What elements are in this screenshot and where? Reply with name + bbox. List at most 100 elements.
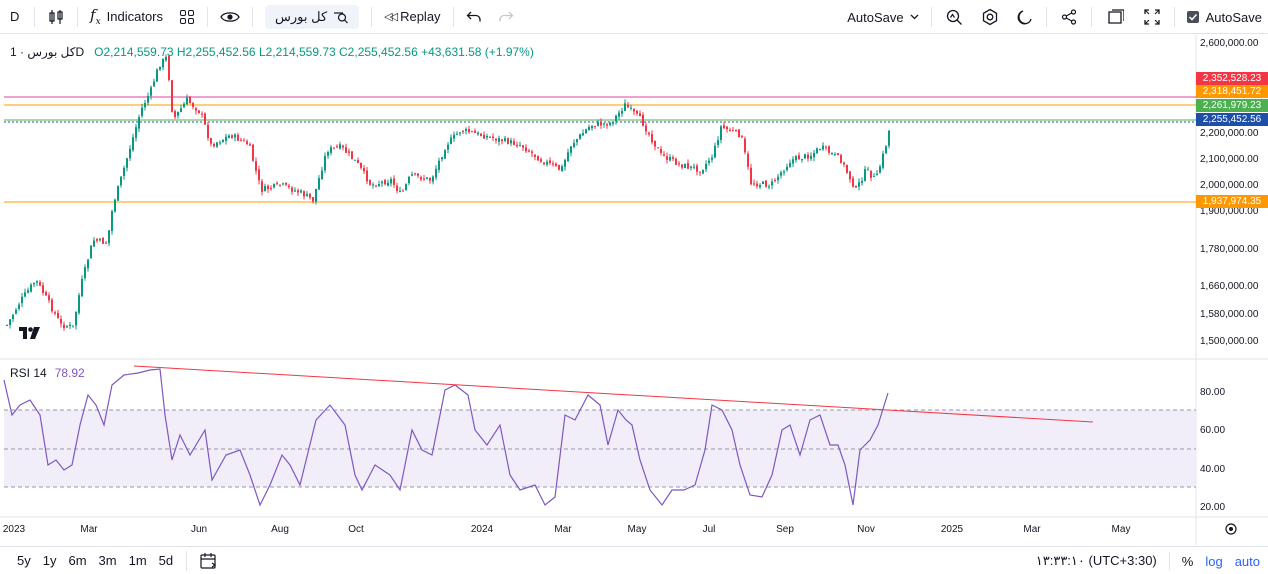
- candle-body: [609, 122, 611, 125]
- range-button-5d[interactable]: 5d: [158, 553, 174, 568]
- candle-body: [342, 145, 344, 148]
- legend-symbol[interactable]: کل بورس · 1D: [10, 45, 85, 59]
- candle-body: [840, 155, 842, 163]
- candle-body: [102, 237, 104, 244]
- candle-body: [453, 134, 455, 139]
- visibility-button[interactable]: [212, 0, 248, 34]
- range-button-1y[interactable]: 1y: [42, 553, 57, 568]
- candle-body: [90, 245, 92, 259]
- settings-button[interactable]: [972, 0, 1008, 34]
- candle-body: [450, 137, 452, 144]
- candle-body: [744, 138, 746, 153]
- indicators-button[interactable]: fx Indicators: [82, 0, 171, 34]
- candle-body: [405, 184, 407, 191]
- candle-body: [414, 173, 416, 175]
- candle-body: [168, 55, 170, 80]
- candle-body: [660, 149, 662, 154]
- autosave-toggle[interactable]: AutoSave: [1179, 0, 1268, 34]
- candle-body: [132, 137, 134, 151]
- candle-body: [219, 142, 221, 144]
- undo-button[interactable]: [458, 0, 490, 34]
- toolbar-divider: [930, 7, 932, 27]
- candle-body: [357, 159, 359, 163]
- share-button[interactable]: [1051, 0, 1087, 34]
- candle-body: [477, 132, 479, 135]
- indicators-label: Indicators: [106, 9, 164, 24]
- bottom-bar: 5y 1y 6m 3m 1m 5d ۱۳:۳۳:۱۰ (UTC+3:30) % log a…: [0, 546, 1268, 574]
- candle-body: [204, 113, 206, 125]
- candle-body: [126, 158, 128, 168]
- chart-canvas[interactable]: 2,600,000.00 2,200,000.00 2,100,000.00 2,00…: [0, 35, 1268, 545]
- search-icon: [334, 11, 349, 23]
- candle-body: [870, 170, 872, 178]
- candle-body: [624, 103, 626, 111]
- candle-body: [702, 169, 704, 174]
- candle-body: [411, 174, 413, 176]
- goto-date-button[interactable]: [191, 544, 225, 574]
- candle-body: [492, 136, 494, 139]
- percent-toggle[interactable]: %: [1181, 553, 1194, 569]
- candle-body: [525, 147, 527, 152]
- symbol-search[interactable]: کل بورس: [257, 0, 367, 34]
- layout-button[interactable]: [1096, 0, 1134, 34]
- theme-button[interactable]: [1008, 0, 1042, 34]
- candle-body: [264, 186, 266, 192]
- chart-type-button[interactable]: [39, 0, 73, 34]
- range-button-6m[interactable]: 6m: [68, 553, 87, 568]
- candle-body: [705, 163, 707, 170]
- candle-body: [120, 176, 122, 186]
- candle-body: [861, 180, 863, 183]
- zoom-search-icon: [946, 9, 962, 25]
- range-button-3m[interactable]: 3m: [98, 553, 117, 568]
- candle-body: [717, 139, 719, 145]
- rsi-trendline[interactable]: [133, 365, 1094, 423]
- candle-body: [177, 111, 179, 116]
- auto-toggle[interactable]: auto: [1234, 553, 1260, 569]
- time-tick-label: 2023: [3, 524, 26, 535]
- tradingview-logo[interactable]: [17, 322, 43, 344]
- range-button-1m[interactable]: 1m: [128, 553, 147, 568]
- candle-body: [114, 199, 116, 212]
- log-toggle[interactable]: log: [1205, 553, 1223, 569]
- candle-body: [324, 155, 326, 171]
- candle-body: [486, 136, 488, 138]
- range-button-5y[interactable]: 5y: [17, 553, 31, 568]
- candle-body: [834, 154, 836, 156]
- candle-body: [552, 163, 554, 165]
- candle-body: [270, 187, 272, 189]
- candle-body: [801, 159, 803, 161]
- candle-body: [339, 144, 341, 149]
- candle-body: [825, 146, 827, 148]
- candle-body: [336, 146, 338, 148]
- bottom-right: ۱۳:۳۳:۱۰ (UTC+3:30) % log auto: [1036, 547, 1260, 574]
- time-tick-label: May: [1112, 524, 1131, 535]
- templates-button[interactable]: [171, 0, 203, 34]
- candle-body: [756, 183, 758, 187]
- candle-body: [330, 147, 332, 153]
- candle-body: [78, 295, 80, 313]
- candle-body: [183, 103, 185, 108]
- price-tick-label: 1,500,000.00: [1200, 336, 1259, 347]
- candle-body: [348, 151, 350, 153]
- quick-search-button[interactable]: [936, 0, 972, 34]
- axis-settings-icon[interactable]: [1225, 523, 1237, 535]
- candle-body: [642, 114, 644, 126]
- chart-area[interactable]: 2,600,000.00 2,200,000.00 2,100,000.00 2,00…: [0, 35, 1268, 545]
- symbol-short-button[interactable]: D: [10, 9, 20, 24]
- toolbar-divider: [1045, 7, 1047, 27]
- symbol-search-pill[interactable]: کل بورس: [265, 4, 360, 29]
- candle-body: [561, 166, 563, 172]
- window-icon: [1107, 9, 1124, 24]
- candle-body: [654, 140, 656, 147]
- fullscreen-button[interactable]: [1134, 0, 1170, 34]
- candle-body: [657, 147, 659, 149]
- replay-button[interactable]: ◁◁ Replay: [376, 0, 448, 34]
- rsi-label[interactable]: RSI 14: [10, 366, 47, 380]
- candle-body: [483, 134, 485, 139]
- candle-body: [663, 154, 665, 156]
- clock-display[interactable]: ۱۳:۳۳:۱۰ (UTC+3:30): [1035, 553, 1157, 568]
- redo-button[interactable]: [490, 0, 522, 34]
- candle-body: [531, 151, 533, 154]
- autosave-dropdown[interactable]: AutoSave: [839, 0, 926, 34]
- candle-body: [648, 132, 650, 135]
